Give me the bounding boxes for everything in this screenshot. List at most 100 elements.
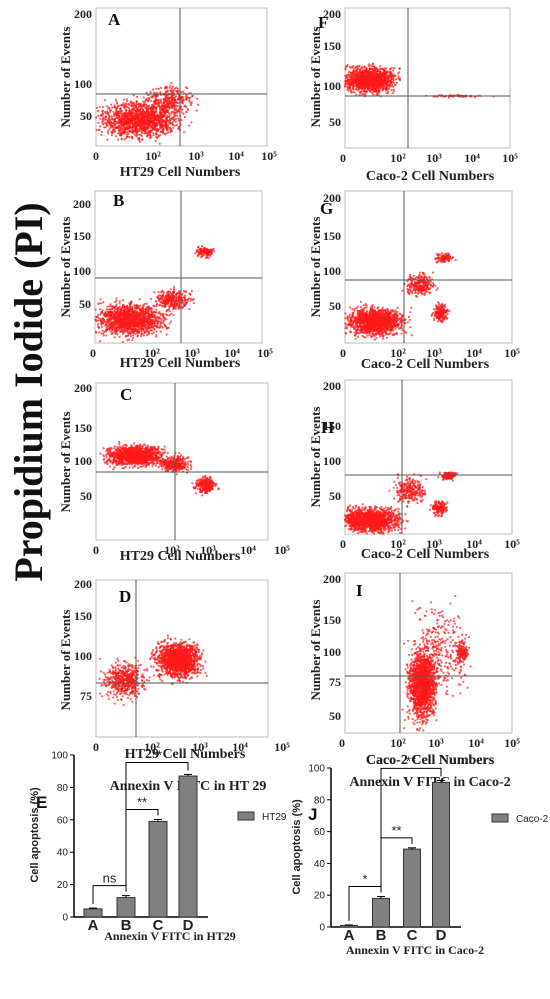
data-point xyxy=(143,334,145,336)
data-point xyxy=(206,256,208,258)
data-point xyxy=(141,322,143,324)
data-point xyxy=(173,289,175,291)
data-point xyxy=(155,140,157,142)
data-point xyxy=(374,67,376,69)
data-point xyxy=(152,134,154,136)
data-point xyxy=(128,120,130,122)
data-point xyxy=(143,126,145,128)
data-point xyxy=(108,323,110,325)
data-point xyxy=(188,308,190,310)
data-point xyxy=(162,128,164,130)
data-point xyxy=(363,84,365,86)
data-point xyxy=(94,319,96,321)
data-point xyxy=(141,114,143,116)
data-point xyxy=(111,333,113,335)
y-tick-label: 50 xyxy=(80,109,92,123)
data-point xyxy=(170,288,172,290)
data-point xyxy=(100,311,102,313)
data-point xyxy=(168,293,170,295)
data-point xyxy=(158,88,160,90)
data-point xyxy=(177,98,179,100)
data-point xyxy=(213,250,215,252)
data-point xyxy=(162,294,164,296)
data-point xyxy=(99,313,101,315)
data-point xyxy=(107,325,109,327)
data-point xyxy=(182,113,184,115)
data-point xyxy=(126,126,128,128)
data-point xyxy=(135,106,137,108)
data-point xyxy=(129,333,131,335)
data-point xyxy=(103,319,105,321)
data-point xyxy=(145,103,147,105)
data-point xyxy=(119,104,121,106)
data-point xyxy=(160,87,162,89)
data-point xyxy=(162,132,164,134)
data-point xyxy=(184,105,186,107)
data-point xyxy=(387,90,389,92)
data-point xyxy=(124,129,126,131)
data-point xyxy=(114,126,116,128)
data-point xyxy=(359,65,361,67)
data-point xyxy=(101,330,103,332)
data-point xyxy=(122,333,124,335)
data-point xyxy=(107,131,109,133)
data-point xyxy=(160,123,162,125)
data-point xyxy=(149,97,151,99)
data-point xyxy=(362,80,364,82)
data-point xyxy=(160,100,162,102)
data-point xyxy=(369,67,371,69)
data-point xyxy=(146,334,148,336)
data-point xyxy=(129,131,131,133)
data-point xyxy=(131,339,133,341)
y-axis-label: Number of Events xyxy=(58,217,73,318)
data-point xyxy=(122,119,124,121)
data-point xyxy=(370,83,372,85)
data-point xyxy=(139,329,141,331)
data-point xyxy=(377,73,379,75)
data-point xyxy=(138,113,140,115)
data-point xyxy=(173,104,175,106)
data-point xyxy=(359,69,361,71)
data-point xyxy=(396,307,398,309)
data-point xyxy=(106,105,108,107)
data-point xyxy=(208,251,210,253)
data-point xyxy=(99,106,101,108)
data-point xyxy=(371,79,373,81)
data-point xyxy=(370,71,372,73)
data-point xyxy=(119,300,121,302)
data-point xyxy=(104,325,106,327)
data-point xyxy=(97,122,99,124)
data-point xyxy=(104,116,106,118)
data-point xyxy=(147,134,149,136)
y-tick-label: 100 xyxy=(323,79,341,93)
data-point xyxy=(155,309,157,311)
data-point xyxy=(132,334,134,336)
data-point xyxy=(122,341,124,343)
data-point xyxy=(161,318,163,320)
data-point xyxy=(193,302,195,304)
data-point xyxy=(141,334,143,336)
data-point xyxy=(199,248,201,250)
data-point xyxy=(155,136,157,138)
data-point xyxy=(150,119,152,121)
data-point xyxy=(114,124,116,126)
data-point xyxy=(161,106,163,108)
data-point xyxy=(151,111,153,113)
data-point xyxy=(170,320,172,322)
data-point xyxy=(159,107,161,109)
data-point xyxy=(176,124,178,126)
data-point xyxy=(174,88,176,90)
data-point xyxy=(102,122,104,124)
data-point xyxy=(200,252,202,254)
data-point xyxy=(171,92,173,94)
x-tick-label: 0 xyxy=(340,151,346,165)
data-point xyxy=(135,135,137,137)
data-point xyxy=(154,113,156,115)
data-point xyxy=(212,248,214,250)
data-point xyxy=(110,326,112,328)
data-point xyxy=(96,316,98,318)
data-point xyxy=(144,320,146,322)
data-point xyxy=(162,313,164,315)
data-point xyxy=(168,106,170,108)
